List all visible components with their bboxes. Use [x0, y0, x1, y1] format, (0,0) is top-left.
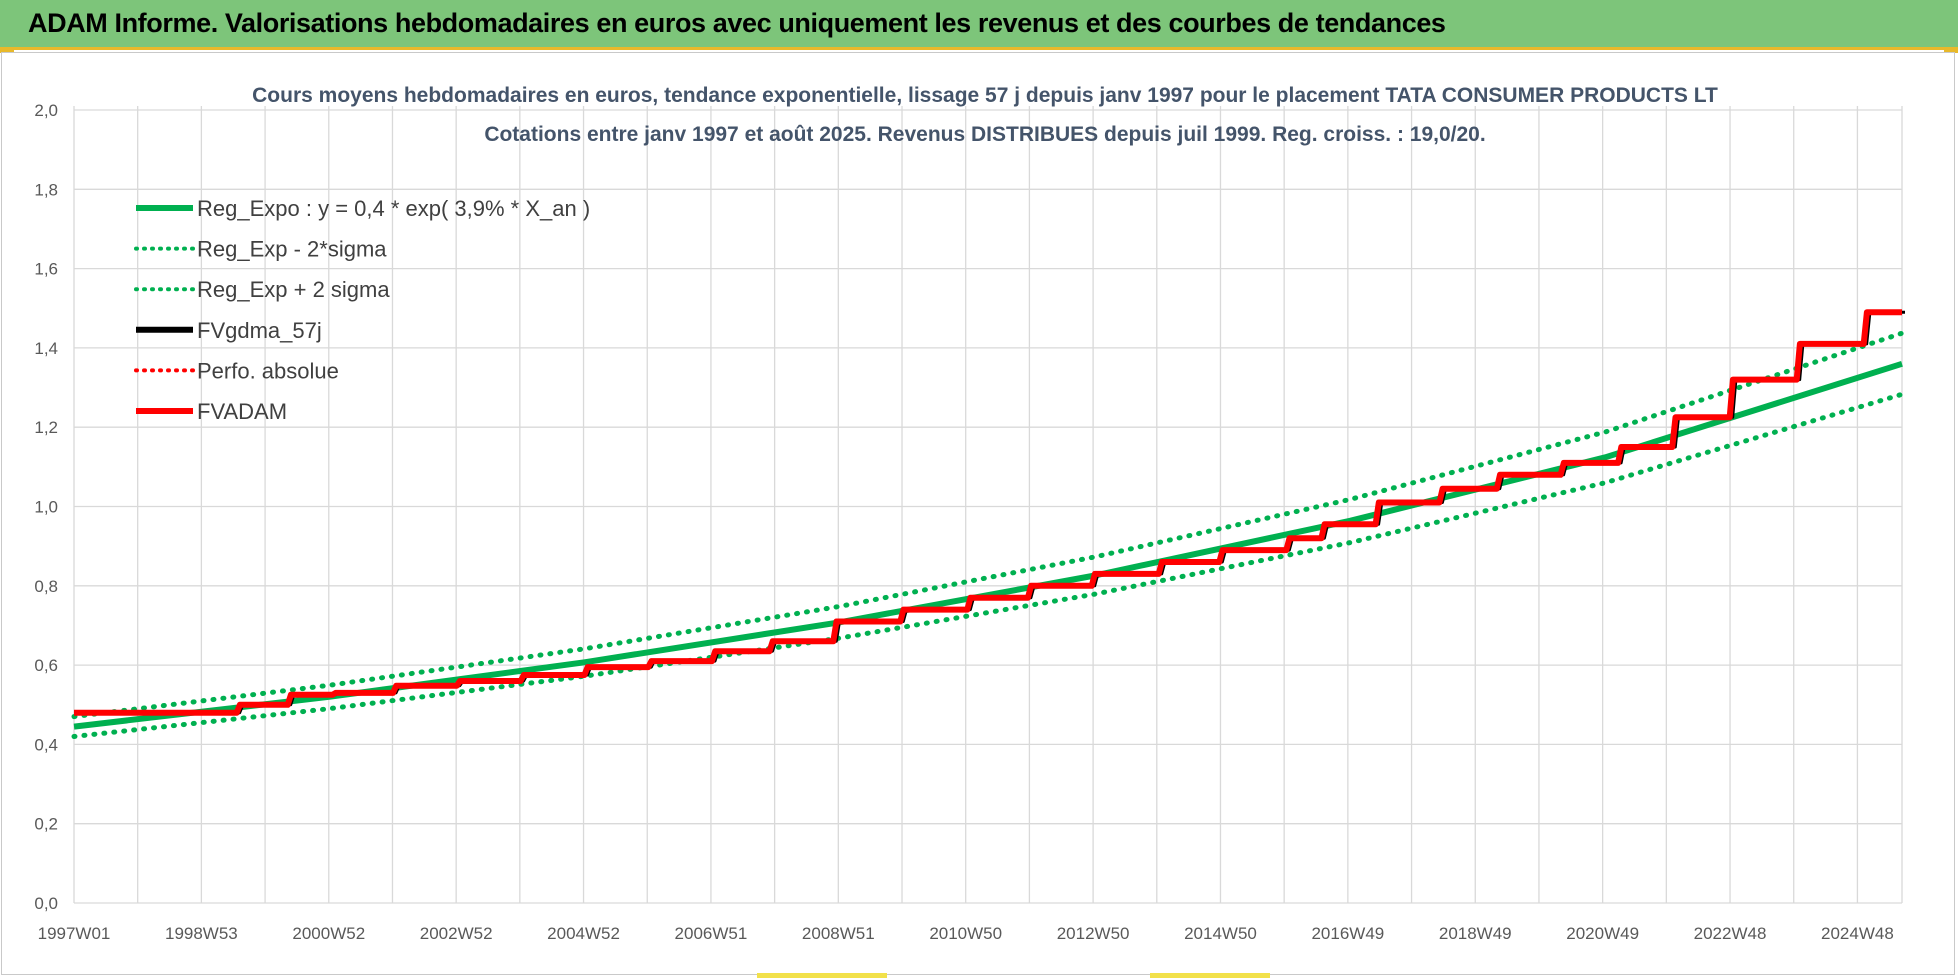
x-tick-label: 2010W50	[929, 924, 1002, 943]
bottom-accent-right	[1150, 973, 1270, 978]
corner-mark-left	[0, 47, 14, 53]
x-tick-label: 2004W52	[547, 924, 620, 943]
x-tick-label: 2022W48	[1694, 924, 1767, 943]
bottom-accent-left	[757, 973, 887, 978]
y-tick-label: 0,2	[34, 815, 58, 834]
series-layer	[71, 309, 1905, 739]
x-tick-label: 1997W01	[38, 924, 111, 943]
series-reg-expo	[73, 360, 1903, 730]
x-axis-ticks: 1997W01 1998W53 2000W52 2002W52 2004W52 2006W…	[38, 924, 1894, 943]
legend-label: Perfo. absolue	[197, 358, 339, 383]
series-reg-exp-plus	[71, 330, 1905, 720]
page-title: ADAM Informe. Valorisations hebdomadaire…	[28, 8, 1446, 38]
x-tick-label: 2014W50	[1184, 924, 1257, 943]
x-tick-label: 2008W51	[802, 924, 875, 943]
y-tick-label: 2,0	[34, 101, 58, 120]
x-tick-label: 2020W49	[1566, 924, 1639, 943]
legend-label: FVgdma_57j	[197, 318, 322, 343]
y-tick-label: 0,8	[34, 577, 58, 596]
y-tick-label: 0,4	[34, 735, 58, 754]
x-tick-label: 2002W52	[420, 924, 493, 943]
y-tick-label: 0,6	[34, 656, 58, 675]
y-tick-label: 1,2	[34, 418, 58, 437]
x-tick-label: 2006W51	[675, 924, 748, 943]
chart-legend: Reg_Expo : y = 0,4 * exp( 3,9% * X_an ) R…	[134, 196, 590, 424]
series-fvadam	[74, 309, 1902, 716]
x-tick-label: 2016W49	[1311, 924, 1384, 943]
x-tick-label: 1998W53	[165, 924, 238, 943]
y-tick-label: 1,4	[34, 339, 58, 358]
corner-mark-right	[1944, 47, 1958, 53]
x-tick-label: 2012W50	[1057, 924, 1130, 943]
x-tick-label: 2024W48	[1821, 924, 1894, 943]
chart-frame	[1, 52, 1955, 975]
chart-title-line-2: Cotations entre janv 1997 et août 2025. …	[484, 123, 1485, 146]
series-fvgdma	[77, 310, 1905, 715]
y-axis-ticks: 0,0 0,2 0,4 0,6 0,8 1,0 1,2 1,4 1,6 1,8 2,0	[34, 101, 58, 913]
header-banner: ADAM Informe. Valorisations hebdomadaire…	[0, 0, 1958, 50]
y-tick-label: 1,8	[34, 180, 58, 199]
y-tick-label: 1,6	[34, 260, 58, 279]
chart-grid	[73, 106, 1903, 904]
series-reg-exp-minus	[71, 391, 1905, 739]
x-tick-label: 2018W49	[1439, 924, 1512, 943]
y-tick-label: 0,0	[34, 894, 58, 913]
y-tick-label: 1,0	[34, 498, 58, 517]
x-tick-label: 2000W52	[292, 924, 365, 943]
legend-label: Reg_Exp - 2*sigma	[197, 237, 387, 262]
legend-label: FVADAM	[197, 399, 287, 424]
legend-label: Reg_Expo : y = 0,4 * exp( 3,9% * X_an )	[197, 196, 590, 221]
chart-title-line-1: Cours moyens hebdomadaires en euros, ten…	[252, 84, 1718, 107]
legend-label: Reg_Exp + 2 sigma	[197, 277, 390, 302]
